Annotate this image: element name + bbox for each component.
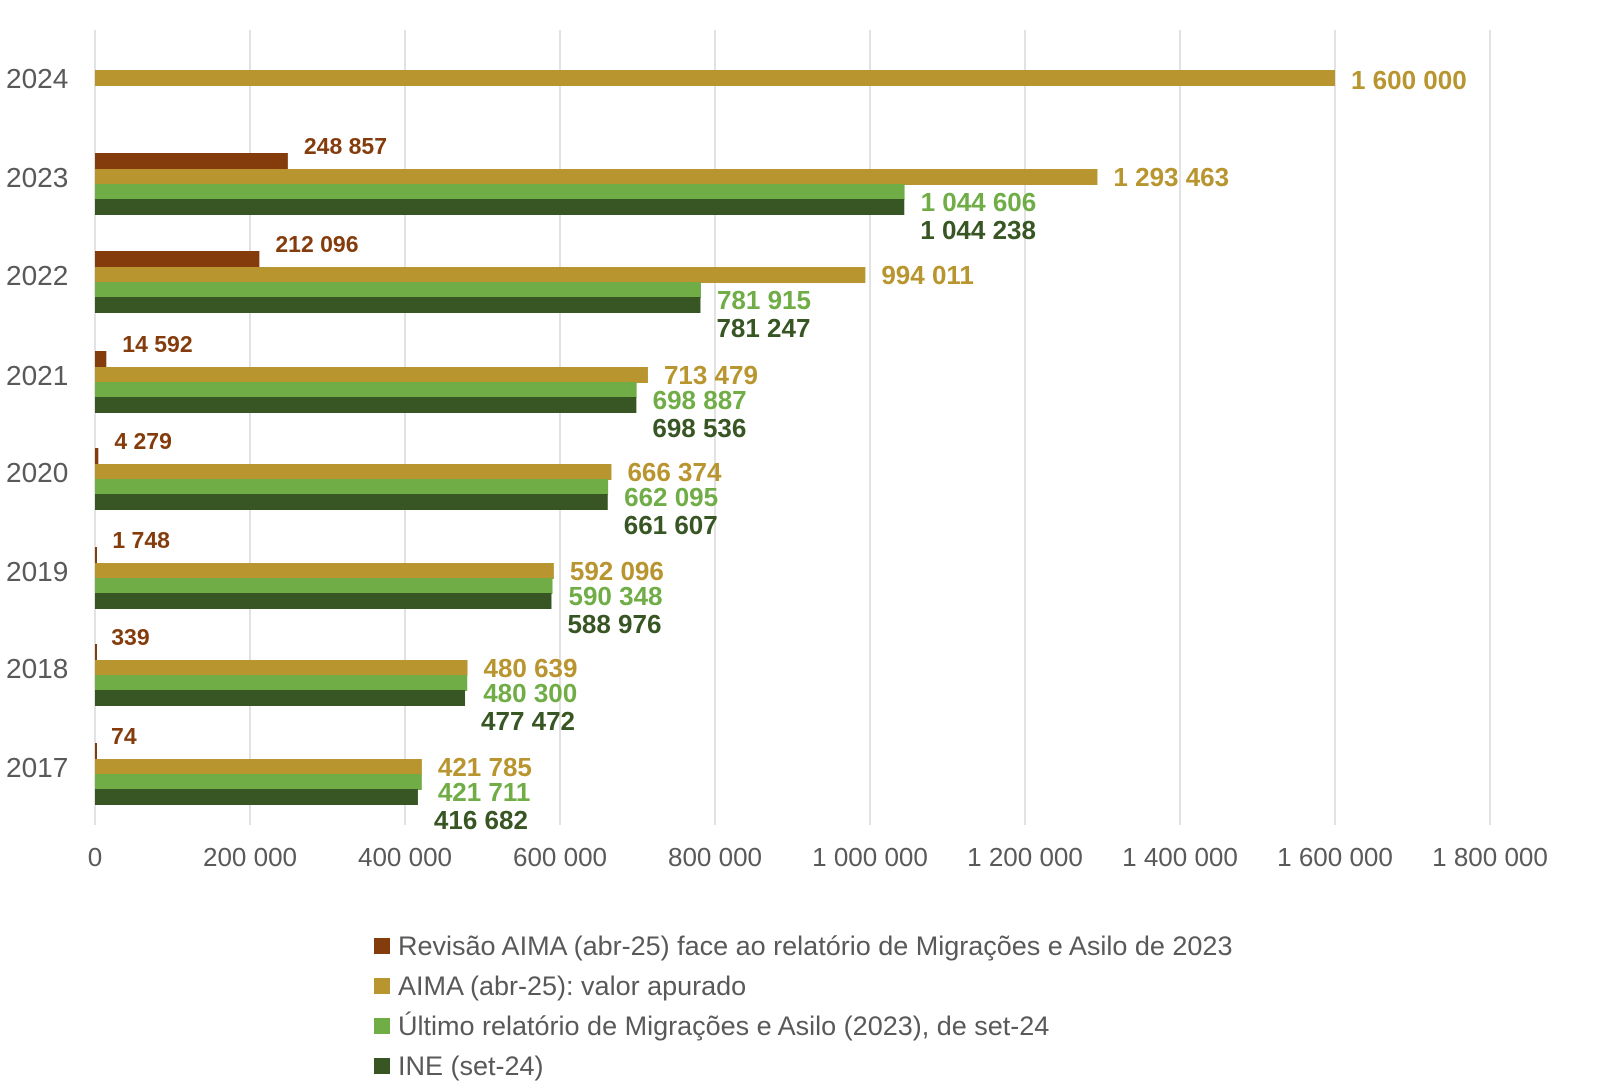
data-label: 212 096 — [275, 231, 358, 257]
data-label: 74 — [111, 723, 137, 749]
data-label: 781 915 — [717, 285, 811, 315]
data-label: 661 607 — [624, 510, 718, 540]
data-label: 1 748 — [112, 527, 170, 553]
data-label: 781 247 — [716, 313, 810, 343]
bar — [95, 593, 552, 609]
x-tick-label: 1 200 000 — [967, 842, 1083, 872]
data-label: 590 348 — [569, 581, 663, 611]
data-label: 994 011 — [881, 260, 974, 290]
bar — [95, 789, 418, 805]
bar — [95, 199, 905, 215]
bar — [95, 774, 422, 790]
y-category-label: 2024 — [6, 63, 68, 94]
bar — [95, 690, 466, 706]
bar — [95, 547, 97, 563]
legend-swatch — [374, 1058, 390, 1074]
x-tick-label: 800 000 — [668, 842, 762, 872]
y-category-label: 2020 — [6, 457, 68, 488]
data-label: 1 044 606 — [921, 187, 1037, 217]
legend-item: AIMA (abr-25): valor apurado — [374, 966, 1232, 1006]
y-category-label: 2022 — [6, 260, 68, 291]
x-tick-label: 200 000 — [203, 842, 297, 872]
bar — [95, 397, 637, 413]
bar — [95, 578, 553, 594]
bar — [95, 675, 468, 691]
y-category-label: 2019 — [6, 556, 68, 587]
legend-swatch — [374, 1018, 390, 1034]
legend-label: Último relatório de Migrações e Asilo (2… — [398, 1010, 1050, 1041]
y-category-label: 2017 — [6, 752, 68, 783]
legend-label: INE (set-24) — [398, 1050, 544, 1081]
bar — [95, 743, 97, 759]
data-label: 14 592 — [122, 331, 192, 357]
data-label: 1 600 000 — [1351, 65, 1467, 95]
data-label: 698 536 — [652, 413, 746, 443]
data-label: 4 279 — [114, 428, 172, 454]
data-label: 416 682 — [434, 805, 528, 835]
data-label: 339 — [111, 624, 149, 650]
bar — [95, 251, 260, 267]
legend-item: INE (set-24) — [374, 1046, 1232, 1086]
legend-item: Revisão AIMA (abr-25) face ao relatório … — [374, 926, 1232, 966]
bar — [95, 494, 608, 510]
data-label: 588 976 — [567, 609, 661, 639]
legend-item: Último relatório de Migrações e Asilo (2… — [374, 1006, 1232, 1046]
bar — [95, 351, 107, 367]
data-label: 480 300 — [483, 678, 577, 708]
bar — [95, 464, 612, 480]
x-tick-label: 400 000 — [358, 842, 452, 872]
x-tick-label: 0 — [88, 842, 102, 872]
x-tick-label: 600 000 — [513, 842, 607, 872]
data-label: 666 374 — [627, 457, 722, 487]
legend-swatch — [374, 938, 390, 954]
bar — [95, 660, 468, 676]
bar — [95, 297, 701, 313]
data-label: 698 887 — [653, 385, 747, 415]
chart-legend: Revisão AIMA (abr-25) face ao relatório … — [374, 926, 1232, 1086]
data-label: 421 711 — [438, 777, 531, 807]
y-category-label: 2018 — [6, 653, 68, 684]
x-tick-label: 1 400 000 — [1122, 842, 1238, 872]
legend-swatch — [374, 978, 390, 994]
y-category-label: 2023 — [6, 162, 68, 193]
data-label: 1 293 463 — [1113, 162, 1229, 192]
legend-label: Revisão AIMA (abr-25) face ao relatório … — [398, 930, 1233, 961]
data-label: 1 044 238 — [920, 215, 1036, 245]
data-label: 477 472 — [481, 706, 575, 736]
data-label: 248 857 — [304, 133, 387, 159]
legend-label: AIMA (abr-25): valor apurado — [398, 970, 747, 1001]
data-label: 421 785 — [438, 752, 532, 782]
x-tick-label: 1 000 000 — [812, 842, 928, 872]
bar — [95, 382, 637, 398]
data-label: 592 096 — [570, 556, 664, 586]
bar — [95, 267, 866, 283]
bar — [95, 153, 288, 169]
x-tick-label: 1 600 000 — [1277, 842, 1393, 872]
bar — [95, 644, 97, 660]
bar — [95, 759, 422, 775]
data-label: 480 639 — [483, 653, 577, 683]
y-category-label: 2021 — [6, 360, 68, 391]
bar — [95, 448, 99, 464]
bar — [95, 169, 1098, 185]
data-label: 662 095 — [624, 482, 718, 512]
bar — [95, 563, 554, 579]
bar — [95, 184, 905, 200]
x-tick-label: 1 800 000 — [1432, 842, 1548, 872]
bar — [95, 282, 701, 298]
bar — [95, 479, 609, 495]
bar — [95, 70, 1335, 86]
bar — [95, 367, 648, 383]
data-label: 713 479 — [664, 360, 758, 390]
